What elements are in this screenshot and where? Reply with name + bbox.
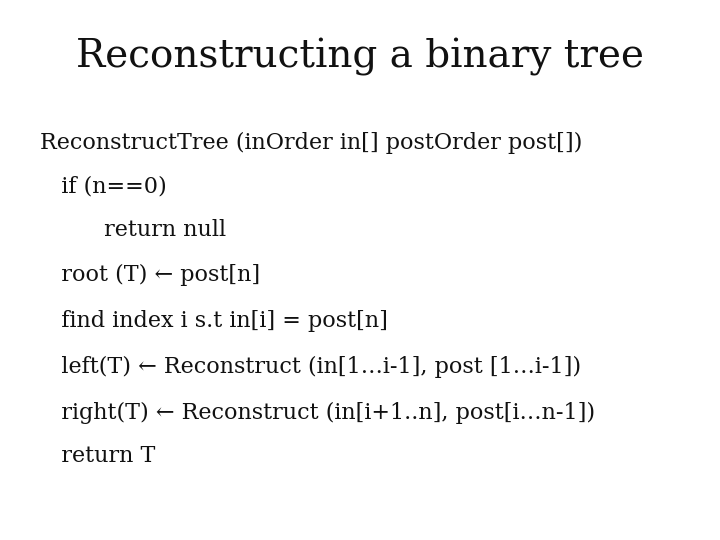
Text: Reconstructing a binary tree: Reconstructing a binary tree	[76, 38, 644, 76]
Text: if (n==0): if (n==0)	[40, 176, 166, 197]
Text: find index i s.t in[i] = post[n]: find index i s.t in[i] = post[n]	[40, 310, 387, 332]
Text: return null: return null	[40, 219, 226, 240]
Text: return T: return T	[40, 446, 155, 467]
Text: right(T) ← Reconstruct (in[i+1..n], post[i…n-1]): right(T) ← Reconstruct (in[i+1..n], post…	[40, 402, 595, 424]
Text: left(T) ← Reconstruct (in[1…i-1], post [1…i-1]): left(T) ← Reconstruct (in[1…i-1], post […	[40, 356, 581, 378]
Text: ReconstructTree (inOrder in[] postOrder post[]): ReconstructTree (inOrder in[] postOrder …	[40, 132, 582, 154]
Text: root (T) ← post[n]: root (T) ← post[n]	[40, 265, 260, 286]
